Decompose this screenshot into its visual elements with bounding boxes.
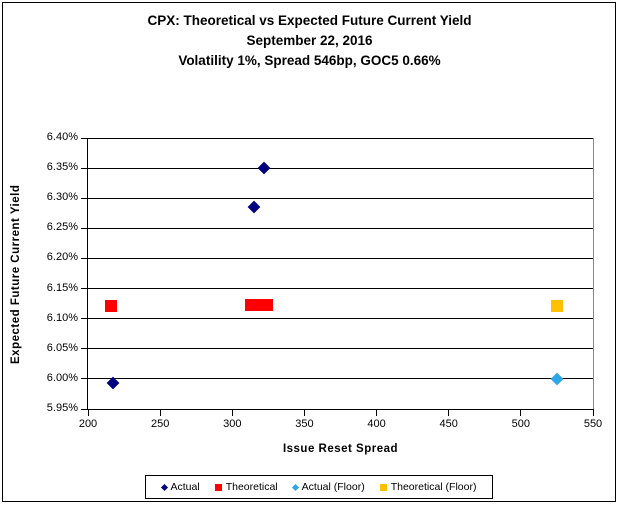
- y-tick-label: 6.35%: [46, 161, 78, 174]
- y-tick-label: 5.95%: [46, 402, 78, 414]
- data-point-actual: [257, 161, 271, 174]
- y-tick-mark: [81, 348, 88, 350]
- y-gridline: [88, 227, 593, 229]
- x-tick-label: 400: [367, 418, 386, 430]
- legend-label: Theoretical (Floor): [390, 481, 477, 493]
- y-gridline: [88, 257, 593, 259]
- y-tick-label: 6.25%: [46, 221, 78, 234]
- y-tick-mark: [81, 137, 88, 139]
- y-tick-label: 6.15%: [46, 281, 78, 294]
- chart-title: CPX: Theoretical vs Expected Future Curr…: [0, 11, 619, 71]
- legend-item: Actual (Floor): [291, 481, 365, 493]
- y-tick-mark: [81, 408, 88, 410]
- x-tick-mark: [87, 409, 89, 416]
- legend-label: Theoretical: [225, 481, 278, 493]
- chart-title-line2: September 22, 2016: [246, 33, 373, 48]
- y-tick-label: 6.30%: [46, 191, 78, 204]
- x-tick-mark: [592, 409, 594, 416]
- y-tick-mark: [81, 167, 88, 169]
- y-tick-label: 6.05%: [46, 341, 78, 354]
- y-tick-label: 6.00%: [46, 371, 78, 384]
- y-gridline: [88, 197, 593, 199]
- diamond-icon: [160, 483, 168, 491]
- square-icon: [379, 483, 387, 491]
- y-gridline: [88, 318, 593, 320]
- y-tick-mark: [81, 257, 88, 259]
- y-gridline: [88, 348, 593, 350]
- diamond-icon: [291, 483, 299, 491]
- y-tick-label: 6.40%: [46, 131, 78, 143]
- y-tick-label: 6.10%: [46, 311, 78, 324]
- y-tick-mark: [81, 288, 88, 290]
- y-gridline: [88, 288, 593, 290]
- x-tick-label: 350: [295, 418, 314, 430]
- legend-item: Theoretical: [214, 481, 278, 493]
- legend-item: Actual: [160, 481, 200, 493]
- plot-area: 6.40% 6.35% 6.30% 6.25% 6.20% 6.15% 6.10% 6.05%…: [47, 131, 602, 430]
- y-axis-title: Expected Future Current Yield: [10, 184, 22, 364]
- legend: Actual Theoretical Actual (Floor) Theoretic…: [145, 475, 493, 499]
- y-tick-label: 6.20%: [46, 251, 78, 264]
- x-tick-label: 200: [78, 418, 98, 430]
- x-tick-mark: [159, 409, 161, 416]
- y-gridline: [88, 408, 593, 410]
- y-gridline: [88, 137, 593, 139]
- x-tick-label: 550: [583, 418, 603, 430]
- data-point-actual: [247, 200, 261, 214]
- x-tick-label: 450: [439, 418, 458, 430]
- x-axis-title: Issue Reset Spread: [282, 443, 399, 455]
- data-point-theoretical: [105, 300, 118, 313]
- legend-label: Actual: [170, 481, 200, 493]
- legend-label: Actual (Floor): [301, 481, 365, 493]
- y-tick-mark: [81, 227, 88, 229]
- x-tick-label: 500: [511, 418, 531, 430]
- x-tick-label: 250: [150, 418, 170, 430]
- x-tick-label: 300: [223, 418, 242, 430]
- data-point-theoretical: [260, 298, 273, 311]
- y-tick-mark: [81, 378, 88, 380]
- y-tick-mark: [81, 197, 88, 199]
- chart-title-line1: CPX: Theoretical vs Expected Future Curr…: [147, 13, 472, 28]
- square-icon: [214, 483, 222, 491]
- chart-title-line3: Volatility 1%, Spread 546bp, GOC5 0.66%: [178, 53, 441, 68]
- y-gridline: [88, 167, 593, 169]
- y-gridline: [88, 378, 593, 380]
- x-tick-mark: [376, 409, 378, 416]
- x-tick-mark: [231, 409, 233, 416]
- legend-item: Theoretical (Floor): [379, 481, 477, 493]
- data-point-theoretical-floor: [550, 300, 563, 313]
- x-tick-mark: [520, 409, 522, 416]
- chart-border: [2, 2, 616, 502]
- y-tick-mark: [81, 318, 88, 320]
- x-tick-mark: [448, 409, 450, 416]
- x-tick-mark: [303, 409, 305, 416]
- data-point-actual-floor: [550, 372, 564, 386]
